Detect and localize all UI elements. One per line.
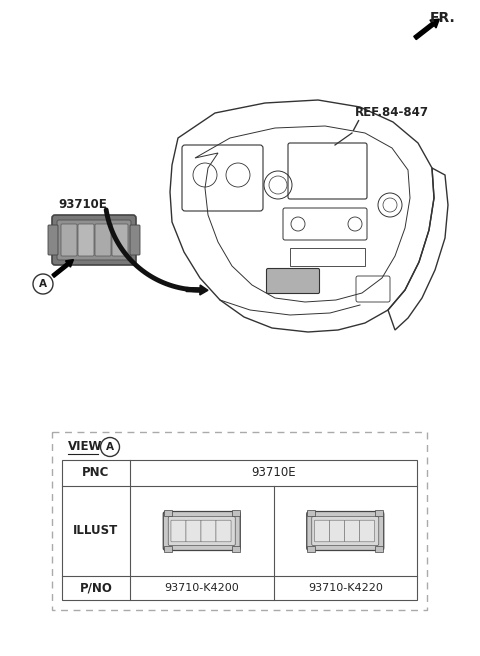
- Text: 93710-K4200: 93710-K4200: [164, 583, 239, 593]
- Text: VIEW: VIEW: [68, 440, 103, 453]
- FancyBboxPatch shape: [48, 225, 58, 255]
- FancyBboxPatch shape: [345, 520, 360, 542]
- FancyBboxPatch shape: [360, 520, 374, 542]
- Text: 93710-K4220: 93710-K4220: [308, 583, 383, 593]
- FancyBboxPatch shape: [78, 224, 94, 256]
- Text: P/NO: P/NO: [80, 581, 112, 594]
- FancyBboxPatch shape: [266, 268, 320, 293]
- FancyBboxPatch shape: [95, 224, 111, 256]
- Bar: [290, 248, 365, 266]
- FancyBboxPatch shape: [201, 520, 216, 542]
- Text: 93710E: 93710E: [59, 197, 108, 211]
- FancyBboxPatch shape: [61, 224, 77, 256]
- Bar: [62, 460, 417, 600]
- Text: ILLUST: ILLUST: [73, 525, 119, 537]
- Bar: [307, 510, 315, 516]
- FancyBboxPatch shape: [52, 215, 136, 265]
- FancyBboxPatch shape: [314, 520, 330, 542]
- FancyBboxPatch shape: [168, 516, 235, 546]
- Text: REF.84-847: REF.84-847: [355, 106, 429, 119]
- Bar: [164, 546, 172, 552]
- FancyBboxPatch shape: [312, 516, 379, 546]
- FancyBboxPatch shape: [307, 512, 384, 550]
- Text: A: A: [106, 442, 114, 452]
- Text: FR.: FR.: [430, 11, 456, 25]
- Bar: [164, 510, 172, 516]
- FancyBboxPatch shape: [130, 225, 140, 255]
- FancyArrow shape: [52, 260, 73, 277]
- Bar: [307, 546, 315, 552]
- FancyBboxPatch shape: [329, 520, 345, 542]
- FancyArrow shape: [414, 19, 439, 39]
- FancyBboxPatch shape: [171, 520, 186, 542]
- FancyBboxPatch shape: [186, 520, 201, 542]
- FancyBboxPatch shape: [112, 224, 128, 256]
- FancyArrow shape: [186, 285, 208, 295]
- FancyBboxPatch shape: [57, 220, 131, 260]
- Bar: [232, 510, 240, 516]
- FancyBboxPatch shape: [216, 520, 231, 542]
- Bar: [52, 432, 427, 610]
- Bar: [232, 546, 240, 552]
- Text: A: A: [39, 279, 47, 289]
- Text: PNC: PNC: [82, 466, 110, 480]
- Bar: [375, 546, 383, 552]
- Text: 93710E: 93710E: [251, 466, 296, 480]
- Bar: [375, 510, 383, 516]
- FancyBboxPatch shape: [163, 512, 240, 550]
